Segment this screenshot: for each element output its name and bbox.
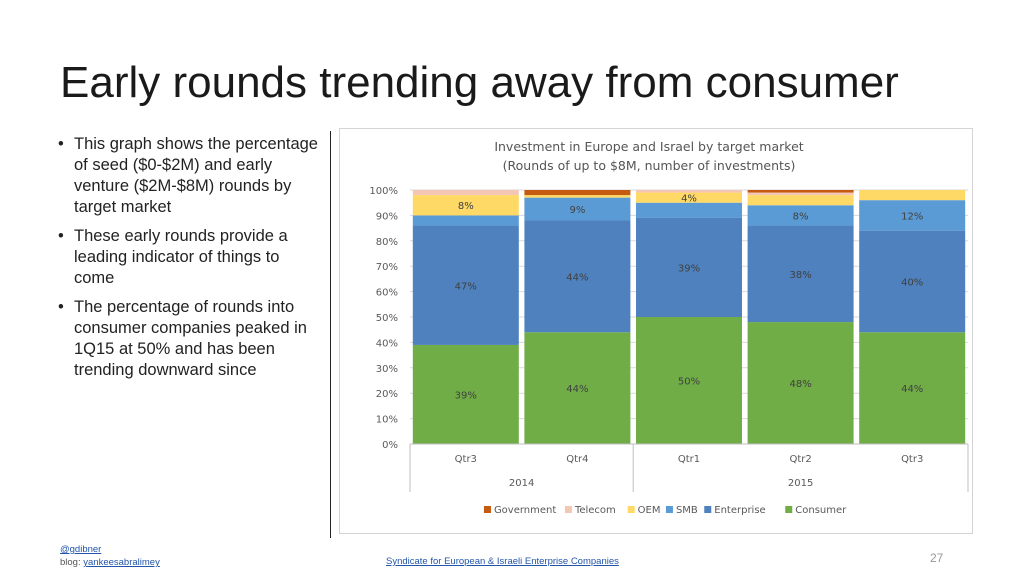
y-tick-label: 50% bbox=[376, 313, 398, 324]
legend-swatch-enterprise bbox=[704, 506, 712, 513]
legend-swatch-consumer bbox=[785, 506, 793, 513]
legend-swatch-government bbox=[483, 506, 491, 513]
bar-segment-telecom bbox=[747, 192, 854, 196]
bar-segment-smb bbox=[412, 215, 519, 226]
bar-segment-enterprise bbox=[859, 230, 966, 333]
legend-label: Government bbox=[494, 505, 556, 516]
bar-segment-enterprise bbox=[747, 225, 854, 323]
y-tick-label: 30% bbox=[376, 364, 398, 375]
chart-title: Investment in Europe and Israel by targe… bbox=[494, 139, 803, 154]
y-tick-label: 90% bbox=[376, 211, 398, 222]
data-label: 8% bbox=[793, 211, 809, 222]
bar-segment-enterprise bbox=[524, 220, 631, 333]
chart-subtitle: (Rounds of up to $8M, number of investme… bbox=[503, 158, 796, 173]
x-group-label: 2015 bbox=[788, 478, 813, 489]
bar-segment-consumer bbox=[412, 344, 519, 444]
y-tick-label: 100% bbox=[369, 186, 398, 197]
legend-label: Consumer bbox=[795, 505, 847, 516]
x-group-label: 2014 bbox=[509, 478, 534, 489]
y-tick-label: 70% bbox=[376, 262, 398, 273]
bar-segment-smb bbox=[636, 202, 742, 218]
legend-label: Telecom bbox=[574, 505, 616, 516]
data-label: 8% bbox=[458, 201, 474, 212]
y-tick-label: 10% bbox=[376, 415, 398, 426]
y-tick-label: 80% bbox=[376, 237, 398, 248]
legend-swatch-smb bbox=[665, 506, 673, 513]
legend-label: SMB bbox=[676, 505, 698, 516]
data-label: 39% bbox=[678, 263, 700, 274]
data-label: 4% bbox=[681, 194, 697, 205]
legend-label: OEM bbox=[638, 505, 661, 516]
bar-segment-smb bbox=[747, 205, 854, 226]
data-label: 44% bbox=[901, 384, 923, 395]
x-tick-label: Qtr3 bbox=[455, 454, 477, 465]
bar-segment-government bbox=[524, 190, 631, 196]
bar-segment-telecom bbox=[636, 190, 742, 193]
data-label: 44% bbox=[566, 384, 588, 395]
slide-title: Early rounds trending away from consumer bbox=[60, 58, 899, 107]
bar-segment-oem bbox=[524, 195, 631, 198]
page-number: 27 bbox=[930, 551, 944, 565]
vertical-divider bbox=[330, 131, 331, 538]
legend-label: Enterprise bbox=[714, 505, 765, 516]
bar-segment-government bbox=[747, 190, 854, 193]
bar-segment-enterprise bbox=[412, 225, 519, 345]
x-tick-label: Qtr2 bbox=[789, 454, 811, 465]
y-tick-label: 60% bbox=[376, 288, 398, 299]
bullet-list: This graph shows the percentage of seed … bbox=[58, 134, 320, 389]
bar-segment-smb bbox=[524, 197, 631, 221]
x-tick-label: Qtr4 bbox=[566, 454, 588, 465]
twitter-handle-link[interactable]: @gdibner bbox=[60, 544, 102, 555]
bar-segment-enterprise bbox=[636, 217, 742, 317]
bar-segment-oem bbox=[636, 192, 742, 203]
bar-segment-oem bbox=[412, 195, 519, 216]
syndicate-link[interactable]: Syndicate for European & Israeli Enterpr… bbox=[386, 556, 619, 567]
bullet-item: This graph shows the percentage of seed … bbox=[58, 134, 320, 218]
bar-segment-oem bbox=[859, 190, 966, 201]
footer-left: @gdibner blog: yankeesabralimey bbox=[60, 543, 160, 569]
bullet-item: These early rounds provide a leading ind… bbox=[58, 226, 320, 289]
data-label: 40% bbox=[901, 277, 923, 288]
bullet-item: The percentage of rounds into consumer c… bbox=[58, 297, 320, 381]
bar-segment-smb bbox=[859, 200, 966, 231]
data-label: 39% bbox=[455, 390, 477, 401]
y-tick-label: 40% bbox=[376, 338, 398, 349]
chart-frame: Investment in Europe and Israel by targe… bbox=[339, 128, 973, 534]
data-label: 50% bbox=[678, 377, 700, 388]
y-tick-label: 0% bbox=[382, 440, 398, 451]
bar-segment-telecom bbox=[412, 190, 519, 196]
x-tick-label: Qtr1 bbox=[678, 454, 700, 465]
legend-swatch-oem bbox=[627, 506, 635, 513]
bar-segment-consumer bbox=[524, 332, 631, 444]
data-label: 47% bbox=[455, 281, 477, 292]
x-tick-label: Qtr3 bbox=[901, 454, 923, 465]
data-label: 9% bbox=[569, 205, 585, 216]
bar-segment-consumer bbox=[859, 332, 966, 444]
bar-segment-consumer bbox=[747, 322, 854, 444]
bar-segment-oem bbox=[747, 195, 854, 206]
data-label: 48% bbox=[789, 379, 811, 390]
blog-link[interactable]: yankeesabralimey bbox=[83, 557, 160, 568]
blog-prefix: blog: bbox=[60, 557, 84, 568]
data-label: 38% bbox=[789, 270, 811, 281]
stacked-bar-chart: Investment in Europe and Israel by targe… bbox=[369, 139, 969, 516]
data-label: 12% bbox=[901, 211, 923, 222]
bar-segment-consumer bbox=[636, 317, 742, 444]
y-tick-label: 20% bbox=[376, 389, 398, 400]
data-label: 44% bbox=[566, 272, 588, 283]
legend-swatch-telecom bbox=[564, 506, 572, 513]
